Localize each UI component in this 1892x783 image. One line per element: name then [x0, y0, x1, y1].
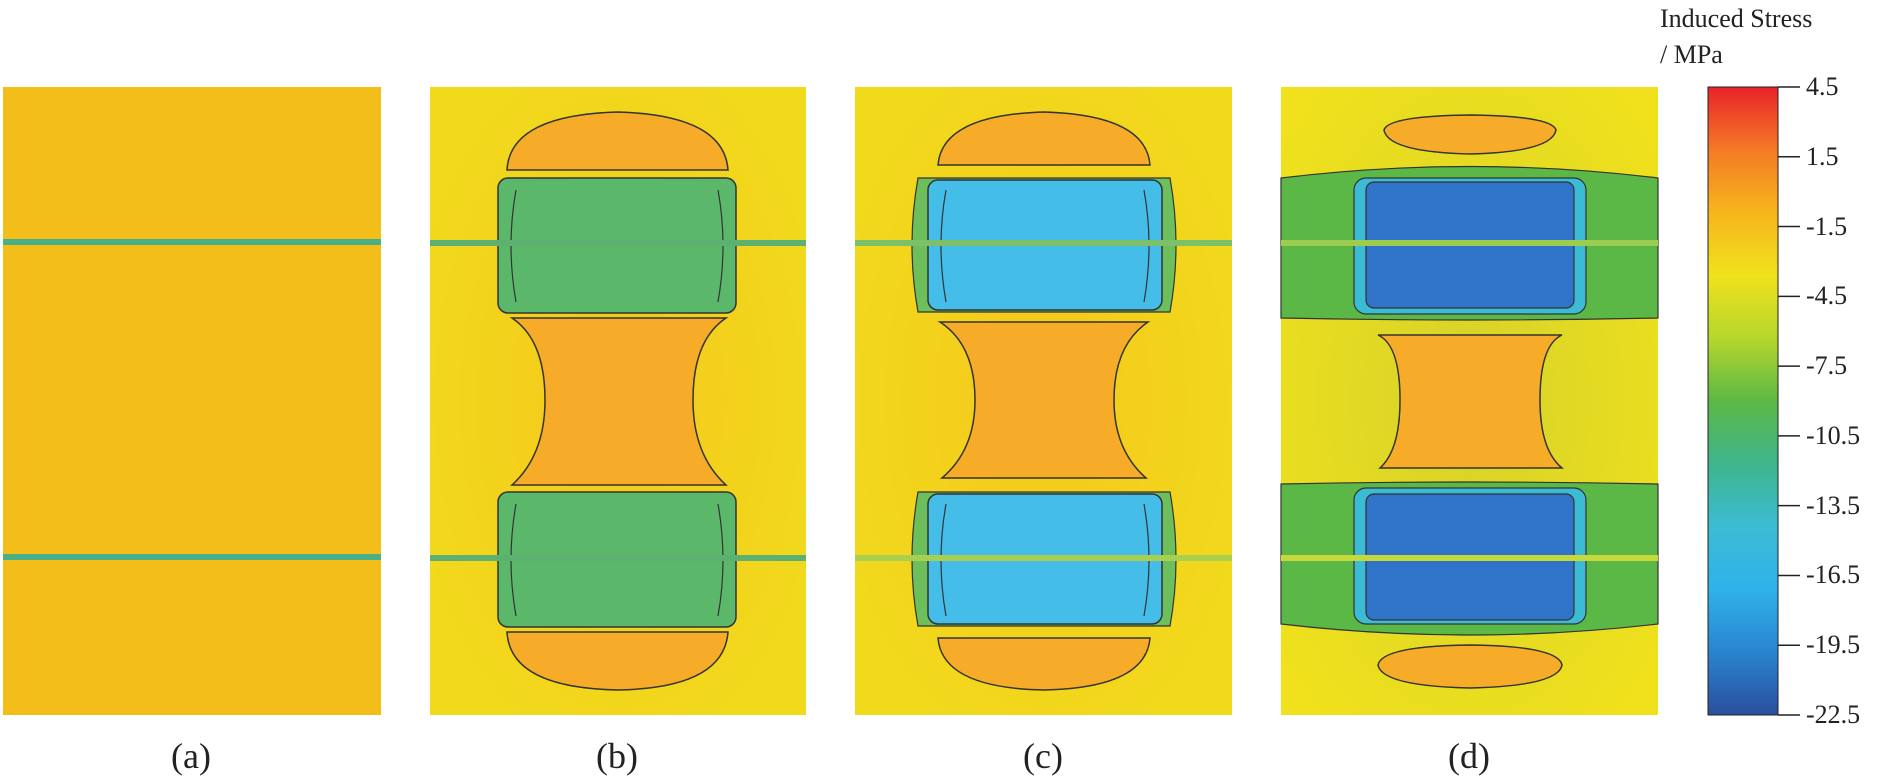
- panel-c-orange-bottom: [937, 637, 1151, 691]
- panel-a-field: [3, 87, 381, 715]
- panel-a-layer-top: [3, 239, 381, 245]
- panel-label-a: (a): [171, 736, 211, 776]
- colorbar-tick-label: -7.5: [1806, 351, 1848, 381]
- panel-b-layer-bottom: [430, 555, 806, 561]
- panel-a: [3, 87, 381, 715]
- panel-d-layer-bottom: [1281, 555, 1658, 561]
- colorbar-title-line1: Induced Stress: [1660, 4, 1813, 33]
- panel-c-orange-top: [937, 111, 1151, 166]
- panel-d-orange-bottom: [1377, 644, 1563, 689]
- colorbar-tick-label: -19.5: [1806, 630, 1861, 660]
- colorbar-tick-label: -22.5: [1806, 700, 1861, 729]
- colorbar-tick-label: 4.5: [1806, 72, 1839, 101]
- panel-b-orange-bottom: [506, 631, 729, 691]
- colorbar: [1707, 86, 1800, 716]
- panel-label-d: (d): [1448, 736, 1490, 776]
- panel-label-c: (c): [1023, 736, 1063, 776]
- panel-label-b: (b): [596, 736, 638, 776]
- panel-d: [1280, 87, 1659, 715]
- panel-d-layer-top: [1281, 240, 1658, 246]
- panel-b-layer-top: [430, 240, 806, 246]
- panel-c-layer-bottom: [855, 555, 1232, 561]
- panel-a-layer-bottom: [3, 554, 381, 560]
- colorbar-gradient: [1707, 86, 1779, 716]
- colorbar-tick-label: -13.5: [1806, 490, 1861, 520]
- colorbar-tick-label: -1.5: [1806, 211, 1848, 241]
- panel-d-orange-top: [1383, 114, 1557, 155]
- panel-b-orange-top: [506, 111, 729, 171]
- panel-b-orange-middle: [509, 317, 729, 486]
- colorbar-tick-label: 1.5: [1806, 141, 1839, 171]
- colorbar-title-line2: / MPa: [1660, 40, 1723, 69]
- colorbar-tick-label: -16.5: [1806, 560, 1861, 590]
- panel-c-orange-middle: [937, 321, 1151, 479]
- panel-c: [855, 87, 1232, 715]
- panel-b: [430, 87, 806, 715]
- colorbar-tick-label: -10.5: [1806, 420, 1861, 450]
- panel-c-layer-top: [855, 240, 1232, 246]
- colorbar-ticks: [1778, 86, 1800, 716]
- panel-d-orange-middle: [1377, 334, 1565, 469]
- colorbar-tick-label: -4.5: [1806, 281, 1848, 311]
